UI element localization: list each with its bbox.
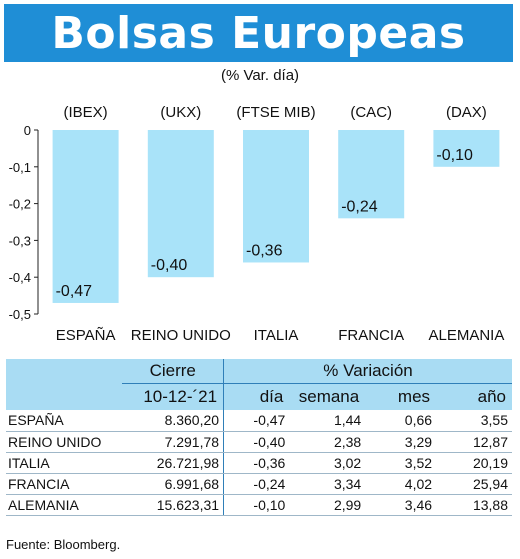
row-country: FRANCIA xyxy=(6,473,123,495)
cell-dia: -0,36 xyxy=(223,452,290,474)
category-label: REINO UNIDO xyxy=(131,327,231,344)
page-title: Bolsas Europeas xyxy=(51,7,466,59)
table-row: FRANCIA 6.991,68 -0,24 3,34 4,02 25,94 xyxy=(6,473,512,495)
cell-semana: 3,34 xyxy=(289,473,366,495)
table-row: ALEMANIA 15.623,31 -0,10 2,99 3,46 13,88 xyxy=(6,494,512,516)
data-label: -0,10 xyxy=(436,147,473,164)
cell-mes: 3,46 xyxy=(365,494,437,516)
title-bar: Bolsas Europeas xyxy=(4,4,513,62)
row-country: REINO UNIDO xyxy=(6,431,123,453)
cell-anio: 25,94 xyxy=(436,473,512,495)
chart-subtitle: (% Var. día) xyxy=(220,67,300,84)
category-label: ESPAÑA xyxy=(56,327,116,344)
cell-mes: 3,52 xyxy=(365,452,437,474)
index-label: (IBEX) xyxy=(64,104,108,121)
table-row: ITALIA 26.721,98 -0,36 3,02 3,52 20,19 xyxy=(6,452,512,474)
header-variacion: % Variación xyxy=(223,359,512,384)
bar xyxy=(433,130,500,167)
cell-dia: -0,10 xyxy=(223,494,290,516)
category-label: ALEMANIA xyxy=(428,327,504,344)
cell-cierre: 7.291,78 xyxy=(122,431,224,453)
category-label: FRANCIA xyxy=(338,327,404,344)
y-tick-label: -0,2 xyxy=(9,197,31,212)
bar xyxy=(338,130,405,219)
cell-mes: 3,29 xyxy=(365,431,437,453)
cell-mes: 0,66 xyxy=(365,410,437,432)
cell-cierre: 15.623,31 xyxy=(122,494,224,516)
cell-mes: 4,02 xyxy=(365,473,437,495)
header-cierre: Cierre xyxy=(122,359,224,383)
header-mes: mes xyxy=(365,383,437,410)
cell-dia: -0,24 xyxy=(223,473,290,495)
table-row: ESPAÑA 8.360,20 -0,47 1,44 0,66 3,55 xyxy=(6,410,512,432)
y-tick-label: -0,3 xyxy=(9,233,31,248)
cell-dia: -0,47 xyxy=(223,410,290,432)
header-dia: día xyxy=(223,383,290,410)
y-tick-label: 0 xyxy=(24,123,31,138)
y-tick-label: -0,4 xyxy=(9,270,31,285)
bar xyxy=(243,130,309,263)
market-table: Cierre % Variación 10-12-´21 día semana … xyxy=(6,359,512,516)
cell-anio: 13,88 xyxy=(436,494,512,516)
data-label: -0,24 xyxy=(341,198,378,215)
cell-semana: 2,99 xyxy=(289,494,366,516)
cell-semana: 2,38 xyxy=(289,431,366,453)
cell-cierre: 8.360,20 xyxy=(122,410,224,432)
cell-anio: 3,55 xyxy=(436,410,512,432)
row-country: ESPAÑA xyxy=(6,410,123,432)
index-label: (DAX) xyxy=(446,104,487,121)
table-corner-2 xyxy=(6,383,123,410)
y-tick-label: -0,5 xyxy=(9,307,31,322)
data-label: -0,36 xyxy=(246,242,283,259)
cell-dia: -0,40 xyxy=(223,431,290,453)
index-label: (FTSE MIB) xyxy=(236,104,315,121)
row-country: ALEMANIA xyxy=(6,494,123,516)
header-semana: semana xyxy=(289,383,366,410)
bar-chart: 0 -0,1 -0,2 -0,3 -0,4 -0,5 (IBEX) -0,47 ESPAÑA (U… xyxy=(9,104,505,344)
cell-anio: 20,19 xyxy=(436,452,512,474)
cell-cierre: 26.721,98 xyxy=(122,452,224,474)
y-tick-label: -0,1 xyxy=(9,160,31,175)
bar xyxy=(147,130,214,278)
index-label: (CAC) xyxy=(350,104,392,121)
source-note: Fuente: Bloomberg. xyxy=(6,537,121,552)
cell-semana: 1,44 xyxy=(289,410,366,432)
header-date: 10-12-´21 xyxy=(122,382,224,410)
index-label: (UKX) xyxy=(160,104,201,121)
data-label: -0,40 xyxy=(151,257,188,274)
table-corner xyxy=(6,359,123,383)
cell-cierre: 6.991,68 xyxy=(122,473,224,495)
bar xyxy=(52,130,119,303)
category-label: ITALIA xyxy=(254,327,299,344)
header-anio: año xyxy=(436,383,512,410)
data-label: -0,47 xyxy=(56,283,93,300)
cell-semana: 3,02 xyxy=(289,452,366,474)
row-country: ITALIA xyxy=(6,452,123,474)
table-row: REINO UNIDO 7.291,78 -0,40 2,38 3,29 12,87 xyxy=(6,431,512,453)
cell-anio: 12,87 xyxy=(436,431,512,453)
